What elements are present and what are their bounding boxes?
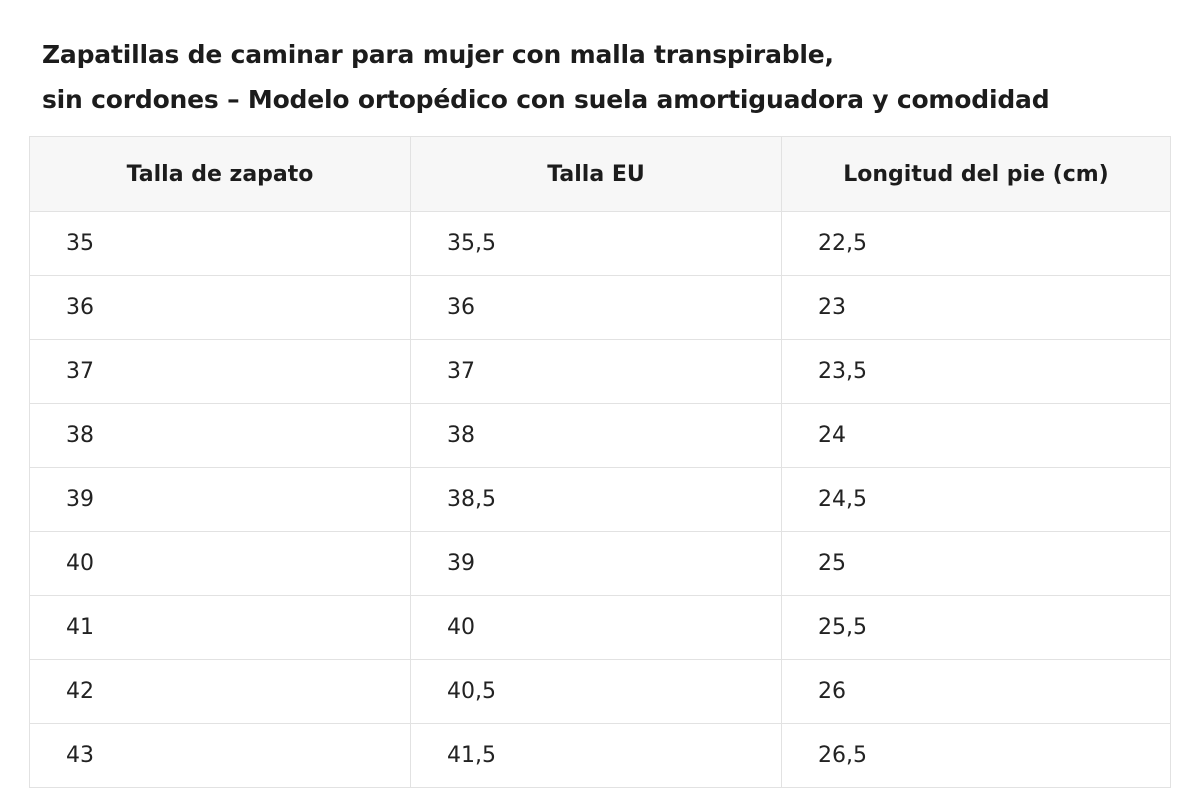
header-shoe-size: Talla de zapato [29,136,411,212]
cell-foot-length: 23,5 [781,339,1171,404]
header-foot-length: Longitud del pie (cm) [781,136,1171,212]
header-eu-size: Talla EU [410,136,782,212]
table-row: 42 40,5 26 [29,659,1171,724]
cell-shoe-size: 36 [29,275,411,340]
table-body: 35 35,5 22,5 36 36 23 37 37 23,5 38 38 2… [29,211,1171,788]
cell-shoe-size: 38 [29,403,411,468]
table-row: 37 37 23,5 [29,339,1171,404]
cell-eu-size: 38 [410,403,782,468]
cell-shoe-size: 39 [29,467,411,532]
page-title-line-2: sin cordones – Modelo ortopédico con sue… [42,85,1050,114]
table-row: 36 36 23 [29,275,1171,340]
table-header-row: Talla de zapato Talla EU Longitud del pi… [29,136,1171,212]
table-row: 35 35,5 22,5 [29,211,1171,276]
cell-foot-length: 24 [781,403,1171,468]
cell-foot-length: 23 [781,275,1171,340]
cell-foot-length: 25 [781,531,1171,596]
cell-shoe-size: 37 [29,339,411,404]
cell-eu-size: 36 [410,275,782,340]
cell-foot-length: 25,5 [781,595,1171,660]
table-header: Talla de zapato Talla EU Longitud del pi… [29,136,1171,212]
table-row: 39 38,5 24,5 [29,467,1171,532]
cell-eu-size: 40,5 [410,659,782,724]
size-chart-table: Talla de zapato Talla EU Longitud del pi… [29,136,1171,788]
cell-foot-length: 24,5 [781,467,1171,532]
cell-shoe-size: 41 [29,595,411,660]
cell-foot-length: 22,5 [781,211,1171,276]
page-title-line-1: Zapatillas de caminar para mujer con mal… [42,40,834,69]
cell-foot-length: 26 [781,659,1171,724]
cell-shoe-size: 40 [29,531,411,596]
page-title: Zapatillas de caminar para mujer con mal… [42,32,1050,122]
table-row: 38 38 24 [29,403,1171,468]
table-row: 40 39 25 [29,531,1171,596]
cell-eu-size: 35,5 [410,211,782,276]
cell-eu-size: 40 [410,595,782,660]
cell-shoe-size: 43 [29,723,411,788]
cell-foot-length: 26,5 [781,723,1171,788]
cell-eu-size: 37 [410,339,782,404]
cell-eu-size: 38,5 [410,467,782,532]
cell-eu-size: 41,5 [410,723,782,788]
table-row: 43 41,5 26,5 [29,723,1171,788]
cell-shoe-size: 42 [29,659,411,724]
table-row: 41 40 25,5 [29,595,1171,660]
cell-eu-size: 39 [410,531,782,596]
cell-shoe-size: 35 [29,211,411,276]
